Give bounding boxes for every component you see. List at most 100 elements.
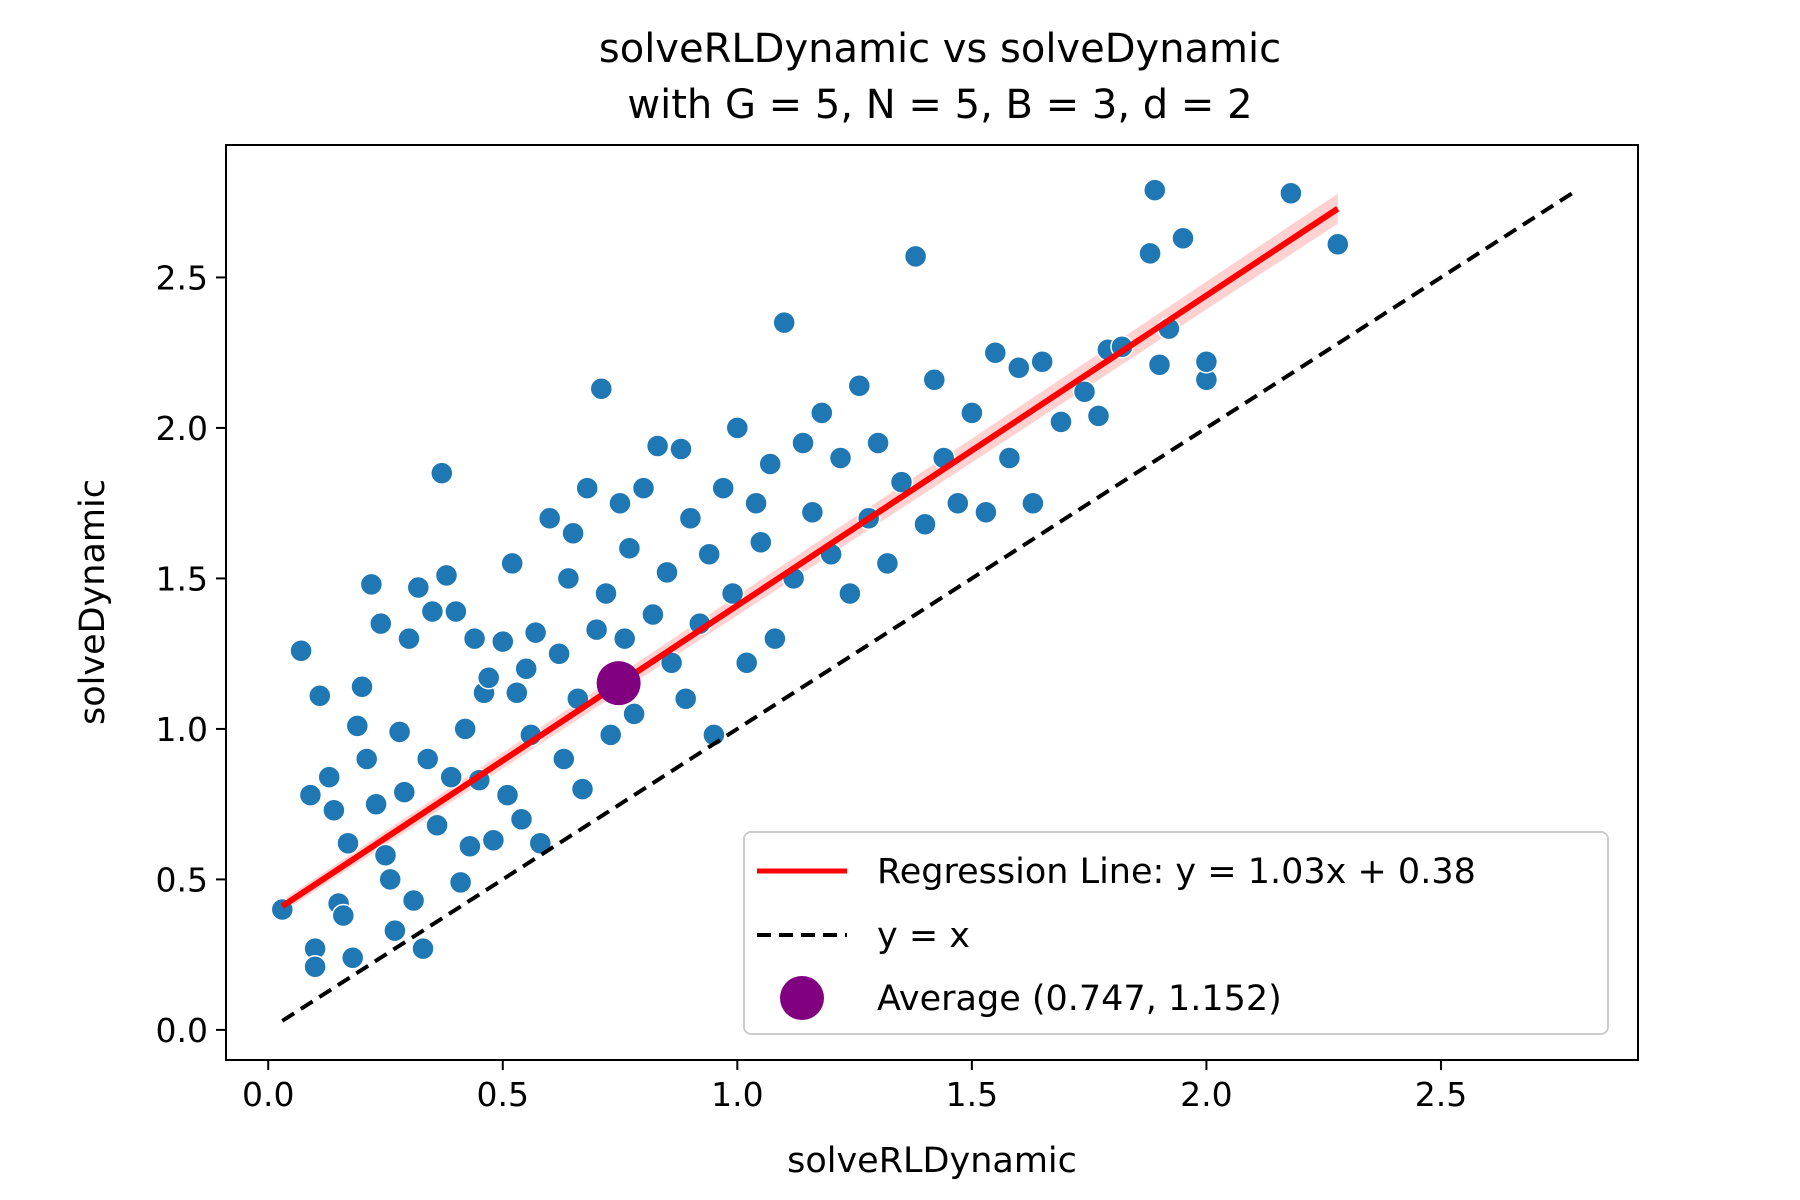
scatter-point bbox=[866, 431, 890, 455]
scatter-point bbox=[528, 831, 553, 856]
scatter-point bbox=[308, 684, 332, 708]
scatter-point bbox=[401, 888, 426, 913]
scatter-point bbox=[1147, 352, 1172, 377]
scatter-point bbox=[631, 476, 656, 500]
scatter-point bbox=[552, 747, 576, 771]
data-points bbox=[270, 178, 1350, 979]
x-tick-label: 1.5 bbox=[946, 1075, 998, 1114]
scatter-point bbox=[439, 765, 463, 789]
scatter-point bbox=[322, 798, 346, 822]
scatter-point bbox=[1030, 349, 1054, 374]
scatter-point bbox=[406, 575, 431, 600]
scatter-point bbox=[983, 340, 1008, 365]
scatter-point bbox=[448, 870, 473, 895]
scatter-point bbox=[509, 807, 534, 831]
scatter-point bbox=[505, 681, 529, 705]
scatter-point bbox=[364, 792, 388, 816]
scatter-point bbox=[336, 831, 360, 856]
scatter-point bbox=[317, 765, 341, 789]
scatter-point bbox=[946, 491, 970, 515]
y-tick-label: 2.5 bbox=[156, 258, 208, 297]
scatter-point bbox=[589, 377, 614, 401]
scatter-point bbox=[383, 918, 407, 943]
scatter-point bbox=[725, 416, 750, 440]
scatter-point bbox=[481, 828, 506, 853]
scatter-point bbox=[434, 563, 459, 588]
scatter-point bbox=[303, 954, 327, 979]
x-axis-ticks: 0.0 0.5 1.0 1.5 2.0 2.5 bbox=[242, 1060, 1467, 1114]
legend-average-swatch bbox=[780, 976, 824, 1020]
scatter-point bbox=[420, 599, 445, 624]
scatter-point bbox=[415, 747, 440, 771]
scatter-point bbox=[758, 452, 782, 476]
scatter-point bbox=[847, 374, 872, 398]
legend: Regression Line: y = 1.03x + 0.38 y = x … bbox=[743, 831, 1609, 1035]
scatter-point bbox=[392, 780, 417, 804]
x-tick-label: 0.5 bbox=[477, 1075, 529, 1114]
plot-area bbox=[270, 178, 1579, 1023]
scatter-point bbox=[838, 581, 862, 606]
scatter-point bbox=[547, 641, 571, 666]
scatter-point bbox=[720, 581, 745, 606]
scatter-point bbox=[500, 551, 524, 576]
scatter-point bbox=[537, 506, 562, 530]
chart-subtitle: with G = 5, N = 5, B = 3, d = 2 bbox=[627, 82, 1252, 128]
scatter-point bbox=[673, 687, 698, 711]
scatter-point bbox=[444, 599, 468, 624]
scatter-point bbox=[425, 813, 449, 837]
average-marker-group bbox=[596, 661, 641, 706]
scatter-point bbox=[608, 491, 632, 515]
x-tick-label: 0.0 bbox=[242, 1075, 294, 1114]
scatter-point bbox=[411, 936, 435, 961]
y-axis-label: solveDynamic bbox=[73, 479, 113, 725]
scatter-point bbox=[298, 783, 323, 807]
scatter-point bbox=[974, 500, 998, 524]
scatter-point bbox=[711, 476, 735, 500]
scatter-point bbox=[1279, 181, 1303, 205]
scatter-point bbox=[1194, 349, 1219, 374]
scatter-point bbox=[289, 638, 313, 663]
scatter-point bbox=[960, 401, 984, 425]
scatter-point bbox=[889, 470, 914, 494]
scatter-point bbox=[397, 626, 421, 651]
y-tick-label: 1.0 bbox=[156, 710, 208, 749]
legend-identity-label: y = x bbox=[877, 916, 970, 956]
scatter-point bbox=[354, 747, 379, 771]
scatter-point bbox=[345, 714, 370, 738]
scatter-point bbox=[875, 551, 900, 576]
x-tick-label: 2.5 bbox=[1415, 1075, 1467, 1114]
scatter-point bbox=[997, 446, 1022, 470]
legend-box bbox=[743, 831, 1609, 1035]
identity-line bbox=[281, 188, 1579, 1023]
y-axis-ticks: 0.0 0.5 1.0 1.5 2.0 2.5 bbox=[156, 258, 226, 1050]
scatter-point bbox=[697, 542, 721, 567]
scatter-point bbox=[430, 461, 454, 485]
scatter-point bbox=[350, 675, 374, 699]
legend-regression-label: Regression Line: y = 1.03x + 0.38 bbox=[877, 852, 1476, 892]
scatter-point bbox=[575, 476, 599, 500]
scatter-point bbox=[1072, 380, 1097, 404]
scatter-point bbox=[1326, 232, 1350, 257]
x-axis-label: solveRLDynamic bbox=[787, 1141, 1077, 1181]
scatter-point bbox=[359, 572, 384, 597]
scatter-point bbox=[612, 626, 637, 651]
y-tick-label: 0.5 bbox=[156, 860, 208, 899]
scatter-point bbox=[903, 244, 928, 269]
scatter-point bbox=[1171, 226, 1195, 251]
scatter-point bbox=[458, 834, 482, 859]
scatter-point bbox=[763, 626, 787, 651]
scatter-point bbox=[622, 702, 646, 726]
scatter-point bbox=[598, 723, 623, 747]
scatter-point bbox=[1021, 491, 1045, 515]
scatter-point bbox=[772, 310, 796, 335]
x-tick-label: 2.0 bbox=[1180, 1075, 1232, 1114]
scatter-point bbox=[655, 560, 679, 585]
scatter-point bbox=[1086, 404, 1111, 428]
y-tick-label: 0.0 bbox=[156, 1011, 208, 1050]
reference-lines bbox=[280, 188, 1579, 1023]
scatter-point bbox=[340, 945, 365, 970]
scatter-point bbox=[1138, 241, 1162, 266]
regression-line bbox=[280, 206, 1340, 909]
scatter-point bbox=[617, 536, 642, 561]
scatter-point bbox=[828, 446, 853, 470]
